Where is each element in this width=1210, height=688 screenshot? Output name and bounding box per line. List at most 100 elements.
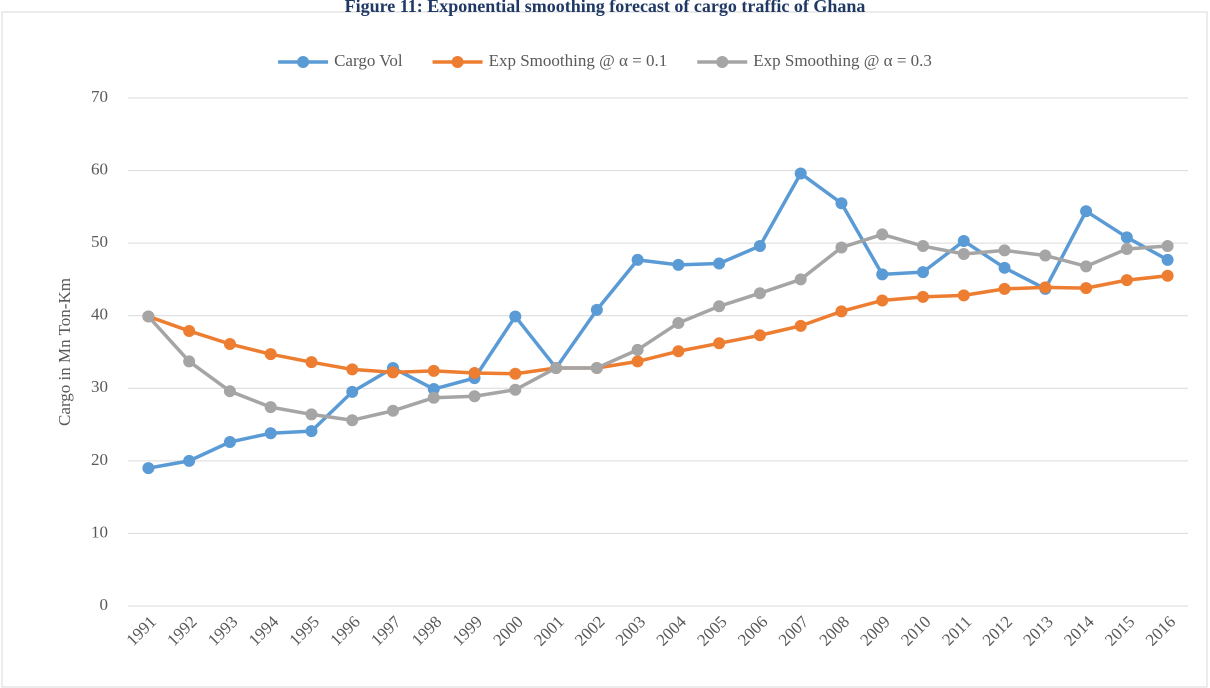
x-tick-label: 1996 (326, 612, 363, 649)
data-point (346, 414, 359, 427)
data-point (183, 454, 196, 467)
x-tick-label: 2007 (775, 612, 813, 650)
y-tick-label: 20 (91, 450, 108, 469)
data-point (1161, 240, 1174, 253)
data-point (509, 367, 522, 380)
data-point (835, 197, 848, 210)
series-line (148, 171, 1169, 470)
y-axis-label: Cargo in Mn Ton-Km (55, 278, 74, 426)
x-tick-label: 1993 (204, 612, 241, 649)
data-point (550, 361, 563, 374)
series-line (147, 232, 1168, 422)
data-point (264, 401, 277, 414)
y-tick-label: 10 (91, 522, 108, 541)
x-tick-label: 2001 (530, 612, 567, 649)
y-tick-label: 70 (91, 87, 108, 106)
data-point (427, 383, 440, 396)
data-point (1039, 281, 1052, 294)
data-point (305, 356, 318, 369)
data-point (427, 391, 440, 404)
data-point (183, 355, 196, 368)
x-tick-label: 2013 (1019, 612, 1056, 649)
data-point (631, 343, 644, 356)
data-point (346, 385, 359, 398)
data-point (672, 316, 685, 329)
x-tick-label: 2015 (1101, 612, 1138, 649)
legend-label: Exp Smoothing @ α = 0.3 (753, 51, 932, 70)
y-tick-label: 50 (91, 232, 108, 251)
data-point (794, 273, 807, 286)
data-point (346, 363, 359, 376)
x-tick-label: 2006 (734, 612, 771, 649)
y-tick-label: 60 (91, 159, 108, 178)
y-tick-label: 30 (91, 377, 108, 396)
data-point (631, 253, 644, 266)
data-point (876, 268, 889, 281)
y-tick-label: 40 (91, 305, 108, 324)
data-point (305, 425, 318, 438)
data-point (468, 367, 481, 380)
data-point (713, 337, 726, 350)
data-point (264, 427, 277, 440)
x-tick-label: 2016 (1142, 612, 1179, 649)
x-tick-label: 1994 (245, 612, 283, 650)
data-point (1120, 242, 1133, 255)
data-point (672, 345, 685, 358)
x-tick-label: 2005 (693, 612, 730, 649)
y-tick-label: 0 (100, 595, 109, 614)
data-point (835, 241, 848, 254)
x-tick-label: 1995 (286, 612, 323, 649)
legend-marker (297, 56, 310, 68)
x-tick-label: 1997 (367, 612, 405, 650)
data-point (1080, 282, 1093, 295)
x-tick-label: 2009 (856, 612, 893, 649)
data-point (917, 290, 929, 303)
x-tick-label: 1992 (163, 612, 200, 649)
chart-title: Figure 11: Exponential smoothing forecas… (345, 0, 866, 16)
data-point (1120, 274, 1133, 287)
data-point (509, 310, 522, 323)
legend-label: Exp Smoothing @ α = 0.1 (489, 51, 668, 70)
data-point (509, 383, 522, 396)
data-point (223, 435, 236, 448)
data-point (468, 390, 481, 403)
data-point (998, 244, 1011, 257)
data-point (387, 366, 399, 379)
data-point (713, 300, 726, 313)
data-point (590, 303, 603, 316)
data-point (753, 240, 766, 253)
data-point (183, 324, 196, 337)
data-point (1161, 269, 1174, 282)
data-point (1039, 249, 1052, 262)
x-tick-label: 2008 (816, 612, 853, 649)
x-tick-label: 2002 (571, 612, 608, 649)
data-point (998, 261, 1011, 274)
series-line (147, 274, 1168, 376)
legend-label: Cargo Vol (334, 51, 403, 70)
x-tick-label: 2011 (938, 612, 975, 649)
data-point (753, 329, 766, 342)
x-tick-label: 2010 (897, 612, 934, 649)
data-point (672, 258, 685, 271)
x-tick-label: 2012 (979, 612, 1016, 649)
x-tick-label: 2014 (1060, 612, 1098, 650)
data-point (917, 266, 929, 279)
data-point (794, 319, 807, 332)
data-point (305, 408, 318, 421)
data-point (1120, 231, 1133, 244)
x-tick-label: 2000 (489, 612, 526, 649)
data-point (264, 348, 277, 361)
x-tick-label: 2004 (652, 612, 690, 650)
data-point (957, 289, 970, 302)
data-point (142, 462, 155, 475)
data-point (1080, 205, 1093, 218)
data-point (1080, 260, 1093, 273)
data-point (876, 294, 889, 307)
data-point (387, 404, 399, 417)
data-point (998, 282, 1011, 295)
data-point (427, 364, 440, 377)
data-point (223, 338, 236, 351)
data-point (876, 228, 889, 241)
legend-marker (716, 56, 729, 68)
